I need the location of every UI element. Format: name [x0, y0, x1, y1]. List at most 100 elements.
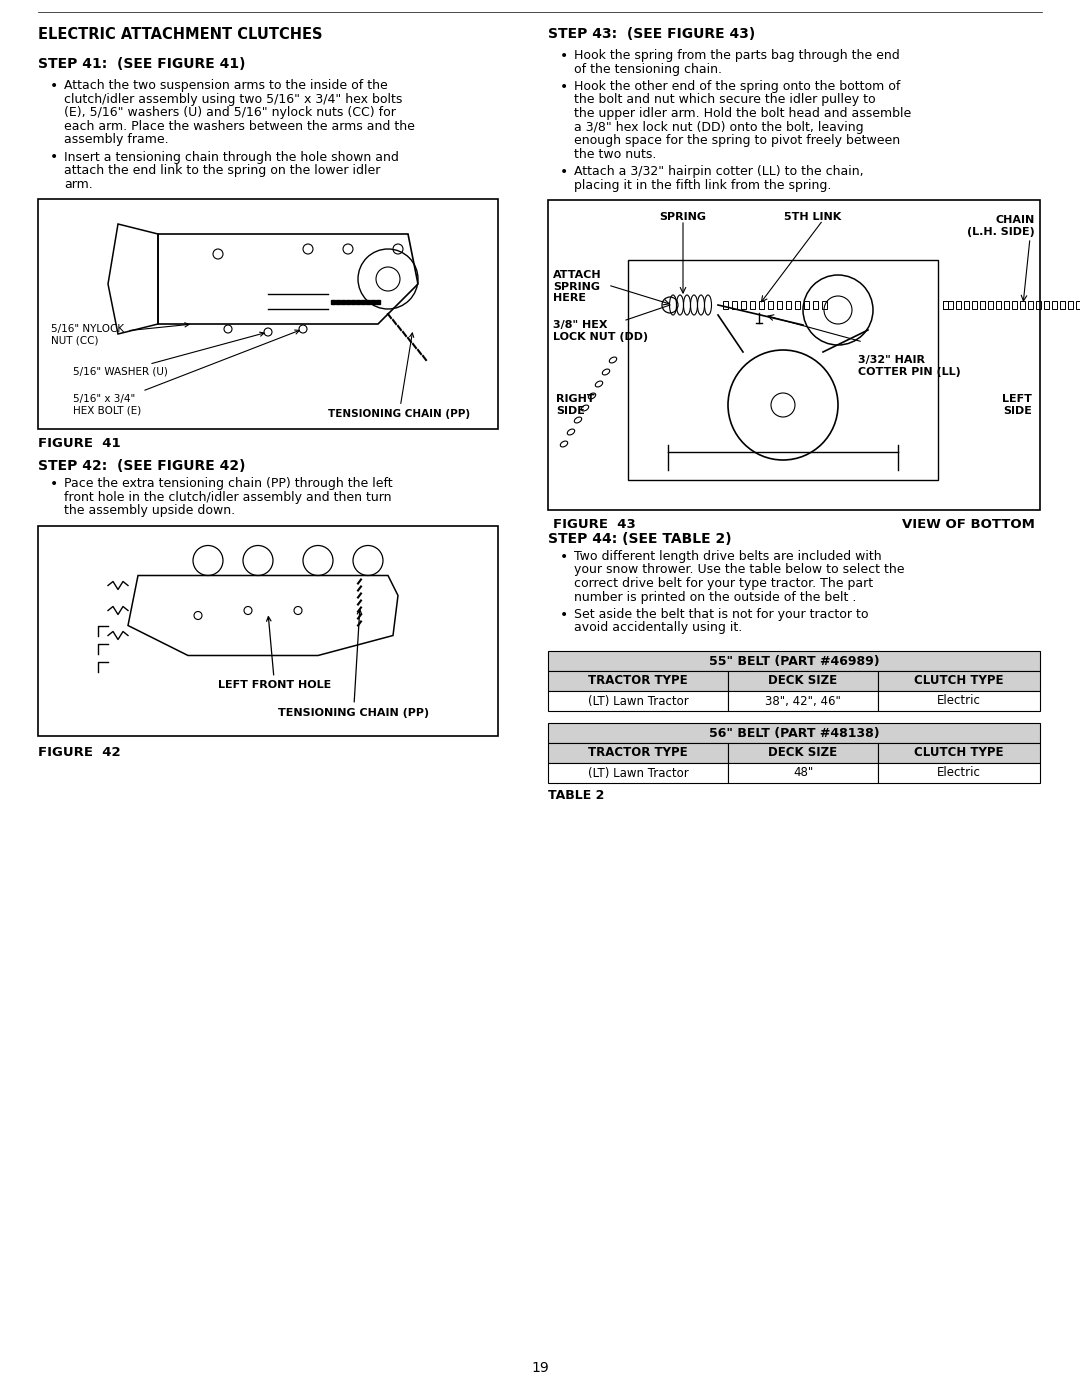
Text: 55" BELT (PART #46989): 55" BELT (PART #46989): [708, 655, 879, 668]
Bar: [1059, 300, 1065, 309]
Bar: [804, 300, 809, 309]
Bar: [759, 300, 764, 309]
Bar: [627, 260, 939, 481]
Bar: [878, 763, 1040, 782]
Text: 56" BELT (PART #48138): 56" BELT (PART #48138): [708, 726, 879, 739]
Text: 5TH LINK: 5TH LINK: [784, 212, 841, 222]
Bar: [1020, 300, 1025, 309]
Bar: [1004, 300, 1009, 309]
Text: each arm. Place the washers between the arms and the: each arm. Place the washers between the …: [64, 120, 415, 133]
Bar: [943, 300, 948, 309]
Bar: [548, 743, 728, 763]
Bar: [878, 743, 1040, 763]
Bar: [964, 300, 969, 309]
Bar: [943, 300, 948, 309]
Text: (LT) Lawn Tractor: (LT) Lawn Tractor: [588, 694, 688, 707]
Text: DECK SIZE: DECK SIZE: [769, 746, 838, 760]
Text: 48": 48": [793, 767, 813, 780]
Text: enough space for the spring to pivot freely between: enough space for the spring to pivot fre…: [573, 134, 900, 147]
Text: 5/16" WASHER (U): 5/16" WASHER (U): [73, 332, 265, 377]
Bar: [943, 300, 948, 309]
Bar: [1036, 300, 1041, 309]
Text: •: •: [561, 165, 568, 179]
Bar: [943, 300, 948, 309]
Text: a 3/8" hex lock nut (DD) onto the bolt, leaving: a 3/8" hex lock nut (DD) onto the bolt, …: [573, 120, 864, 134]
Bar: [943, 300, 948, 309]
Text: ATTACH
SPRING
HERE: ATTACH SPRING HERE: [553, 270, 602, 303]
Text: FIGURE  41: FIGURE 41: [38, 437, 121, 450]
Bar: [548, 724, 1040, 743]
Bar: [777, 300, 782, 309]
Bar: [786, 300, 791, 309]
Bar: [943, 300, 948, 309]
Bar: [980, 300, 985, 309]
Text: TRACTOR TYPE: TRACTOR TYPE: [589, 746, 688, 760]
Bar: [728, 692, 878, 711]
Text: Electric: Electric: [937, 767, 981, 780]
Text: •: •: [50, 151, 58, 165]
Bar: [822, 300, 827, 309]
Bar: [1012, 300, 1017, 309]
Text: the assembly upside down.: the assembly upside down.: [64, 504, 235, 517]
Text: CHAIN
(L.H. SIDE): CHAIN (L.H. SIDE): [968, 215, 1035, 236]
Bar: [996, 300, 1001, 309]
Text: DECK SIZE: DECK SIZE: [769, 675, 838, 687]
Bar: [943, 300, 948, 309]
Bar: [878, 671, 1040, 692]
Bar: [1028, 300, 1032, 309]
Text: TABLE 2: TABLE 2: [548, 789, 605, 802]
Text: FIGURE  43: FIGURE 43: [553, 518, 636, 531]
Bar: [750, 300, 755, 309]
Text: of the tensioning chain.: of the tensioning chain.: [573, 63, 723, 75]
Bar: [741, 300, 746, 309]
Text: 38", 42", 46": 38", 42", 46": [765, 694, 841, 707]
Bar: [38, 198, 498, 429]
Text: RIGHT
SIDE: RIGHT SIDE: [556, 394, 595, 416]
Text: FIGURE  42: FIGURE 42: [38, 746, 121, 759]
Bar: [1052, 300, 1057, 309]
Bar: [548, 200, 1040, 510]
Bar: [813, 300, 818, 309]
Bar: [548, 671, 728, 692]
Bar: [972, 300, 977, 309]
Text: the upper idler arm. Hold the bolt head and assemble: the upper idler arm. Hold the bolt head …: [573, 108, 912, 120]
Text: LEFT
SIDE: LEFT SIDE: [1002, 394, 1032, 416]
Text: Two different length drive belts are included with: Two different length drive belts are inc…: [573, 550, 881, 563]
Bar: [1044, 300, 1049, 309]
Bar: [548, 763, 728, 782]
Text: 5/16" NYLOCK
NUT (CC): 5/16" NYLOCK NUT (CC): [51, 323, 189, 345]
Text: Attach the two suspension arms to the inside of the: Attach the two suspension arms to the in…: [64, 80, 388, 92]
Text: placing it in the fifth link from the spring.: placing it in the fifth link from the sp…: [573, 179, 832, 191]
Bar: [943, 300, 948, 309]
Bar: [956, 300, 961, 309]
Bar: [943, 300, 948, 309]
Bar: [943, 300, 948, 309]
Text: Pace the extra tensioning chain (PP) through the left: Pace the extra tensioning chain (PP) thr…: [64, 476, 393, 490]
Text: clutch/idler assembly using two 5/16" x 3/4" hex bolts: clutch/idler assembly using two 5/16" x …: [64, 92, 403, 106]
Text: Insert a tensioning chain through the hole shown and: Insert a tensioning chain through the ho…: [64, 151, 399, 163]
Text: 5/16" x 3/4"
HEX BOLT (E): 5/16" x 3/4" HEX BOLT (E): [73, 330, 299, 415]
Text: Set aside the belt that is not for your tractor to: Set aside the belt that is not for your …: [573, 608, 868, 622]
Bar: [943, 300, 948, 309]
Text: Electric: Electric: [937, 694, 981, 707]
Text: LEFT FRONT HOLE: LEFT FRONT HOLE: [218, 616, 332, 690]
Text: assembly frame.: assembly frame.: [64, 133, 168, 147]
Text: (LT) Lawn Tractor: (LT) Lawn Tractor: [588, 767, 688, 780]
Text: correct drive belt for your type tractor. The part: correct drive belt for your type tractor…: [573, 577, 873, 590]
Text: 3/32" HAIR
COTTER PIN (LL): 3/32" HAIR COTTER PIN (LL): [858, 355, 961, 377]
Text: TRACTOR TYPE: TRACTOR TYPE: [589, 675, 688, 687]
Text: (E), 5/16" washers (U) and 5/16" nylock nuts (CC) for: (E), 5/16" washers (U) and 5/16" nylock …: [64, 106, 396, 119]
Text: STEP 42:  (SEE FIGURE 42): STEP 42: (SEE FIGURE 42): [38, 460, 245, 474]
Bar: [723, 300, 728, 309]
Text: SPRING: SPRING: [660, 212, 706, 222]
Text: •: •: [561, 550, 568, 564]
Text: arm.: arm.: [64, 177, 93, 190]
Text: STEP 43:  (SEE FIGURE 43): STEP 43: (SEE FIGURE 43): [548, 27, 755, 41]
Bar: [943, 300, 948, 309]
Text: attach the end link to the spring on the lower idler: attach the end link to the spring on the…: [64, 163, 380, 177]
Text: TENSIONING CHAIN (PP): TENSIONING CHAIN (PP): [278, 609, 429, 718]
Bar: [732, 300, 737, 309]
Text: number is printed on the outside of the belt .: number is printed on the outside of the …: [573, 591, 856, 604]
Text: •: •: [561, 80, 568, 94]
Text: CLUTCH TYPE: CLUTCH TYPE: [915, 746, 1003, 760]
